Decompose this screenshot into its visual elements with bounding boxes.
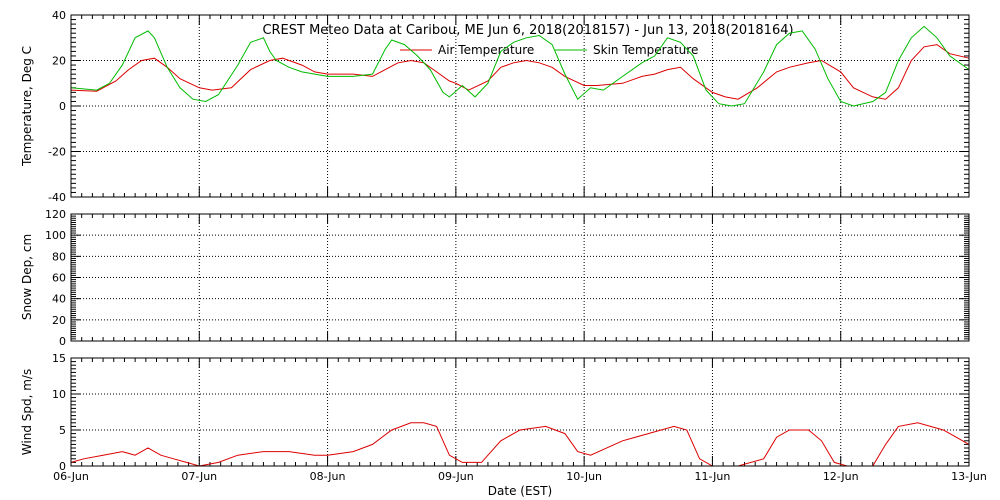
x-tick-label: 06-Jun <box>53 470 89 483</box>
temperature-y-tick-label: -20 <box>48 146 66 159</box>
snow-y-axis-label: Snow Dep, cm <box>20 234 34 320</box>
x-tick-label: 07-Jun <box>181 470 217 483</box>
legend: Air Temperature Skin Temperature <box>400 43 698 57</box>
snow-y-tick-label: 40 <box>52 293 66 306</box>
snow-y-tick-label: 20 <box>52 314 66 327</box>
legend-air-temperature: Air Temperature <box>438 43 534 57</box>
wind-y-tick-label: 10 <box>52 388 66 401</box>
snow-plot-frame <box>70 213 970 342</box>
temperature-y-tick-label: 0 <box>59 100 66 113</box>
x-tick-label: 12-Jun <box>823 470 859 483</box>
snow-y-tick-label: 60 <box>52 272 66 285</box>
temperature-plot-frame <box>70 14 970 198</box>
temperature-panel: -40 -20 0 20 40 <box>48 9 970 204</box>
wind-y-tick-label: 15 <box>52 352 66 365</box>
legend-skin-temperature: Skin Temperature <box>593 43 698 57</box>
snow-y-tick-label: 100 <box>45 229 66 242</box>
wind-y-axis-label: Wind Spd, m/s <box>20 369 34 455</box>
snow-y-tick-label: 80 <box>52 250 66 263</box>
temperature-series-skin-temperature <box>70 25 970 107</box>
wind-speed-panel: 0 5 10 15 <box>52 352 970 473</box>
temperature-y-tick-label: -40 <box>48 191 66 204</box>
temperature-y-axis-label: Temperature, Deg C <box>20 46 34 167</box>
x-tick-labels: 06-Jun 07-Jun 08-Jun 09-Jun 10-Jun 11-Jun 12-J… <box>53 470 987 483</box>
x-tick-label: 13-Jun <box>951 470 987 483</box>
temperature-series-air-temperature <box>70 44 970 100</box>
snow-y-tick-label: 120 <box>45 208 66 221</box>
chart-title: CREST Meteo Data at Caribou, ME Jun 6, 2… <box>262 23 793 38</box>
wind-y-tick-label: 5 <box>59 424 66 437</box>
x-tick-label: 08-Jun <box>310 470 346 483</box>
x-tick-label: 11-Jun <box>695 470 731 483</box>
snow-depth-panel: 0 20 40 60 80 100 120 <box>45 208 970 348</box>
snow-y-tick-label: 0 <box>59 335 66 348</box>
temperature-y-tick-label: 20 <box>52 55 66 68</box>
wind-series-wind-speed <box>70 422 970 467</box>
temperature-y-tick-label: 40 <box>52 9 66 22</box>
wind-plot-frame <box>70 357 970 467</box>
wind-y-tick-label: 0 <box>59 460 66 473</box>
x-axis-label: Date (EST) <box>488 484 552 498</box>
x-tick-label: 10-Jun <box>566 470 602 483</box>
x-tick-label: 09-Jun <box>438 470 474 483</box>
